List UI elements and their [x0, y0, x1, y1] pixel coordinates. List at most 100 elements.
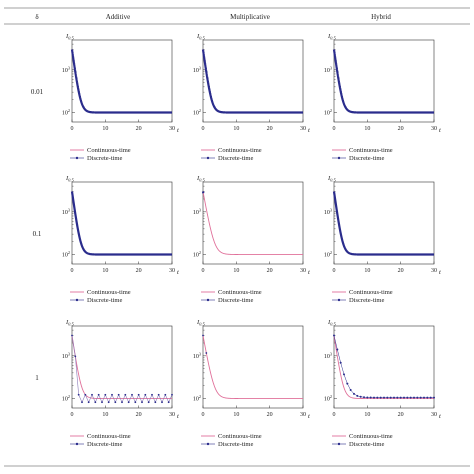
discrete-point — [144, 393, 147, 396]
plot-frame — [202, 181, 304, 265]
continuous-time-line — [202, 49, 303, 113]
x-tick-label: 0 — [333, 268, 336, 274]
plot-frame — [333, 39, 435, 123]
y-tick-label: 103 — [62, 351, 70, 360]
panel-0-01-multiplicative: I0.5 t 0 10 20 30 102 103 Continuous-timeDiscret… — [193, 33, 310, 162]
x-axis-label: t — [308, 269, 310, 276]
discrete-point — [409, 396, 412, 399]
discrete-point — [419, 396, 422, 399]
panel-1-hybrid: I0.5 t 0 10 20 30 102 103 Continuous-timeDiscret… — [324, 319, 441, 448]
discrete-point — [339, 361, 342, 364]
row-label-0-01: 0.01 — [31, 88, 44, 96]
discrete-point — [433, 396, 435, 399]
x-tick-label: 10 — [364, 126, 370, 132]
discrete-point — [399, 396, 402, 399]
discrete-point — [376, 396, 379, 399]
x-tick-label: 20 — [136, 268, 142, 274]
discrete-point — [141, 401, 143, 404]
y-axis-label: I0.5 — [65, 175, 75, 183]
y-tick-label: 103 — [62, 65, 70, 74]
panel-0-1-additive: I0.5 t 0 10 20 30 102 103 Continuous-timeDiscret… — [62, 175, 179, 304]
discrete-point — [147, 401, 150, 404]
x-tick-label: 10 — [364, 412, 370, 418]
discrete-point — [94, 401, 97, 404]
plot-frame — [333, 181, 435, 265]
legend-discrete-marker — [75, 298, 79, 302]
x-tick-label: 10 — [364, 268, 370, 274]
discrete-point — [167, 401, 170, 404]
x-tick-label: 0 — [71, 126, 74, 132]
y-axis-label: I0.5 — [65, 33, 75, 41]
discrete-point — [137, 393, 140, 396]
discrete-time-line — [70, 49, 172, 114]
discrete-point — [164, 393, 167, 396]
discrete-point — [406, 396, 409, 399]
discrete-point — [429, 396, 432, 399]
discrete-point — [154, 401, 157, 404]
discrete-point — [161, 401, 163, 404]
x-tick-label: 0 — [71, 268, 74, 274]
x-tick-label: 0 — [333, 412, 336, 418]
continuous-time-line — [71, 191, 172, 255]
column-header-multiplicative: Multiplicative — [230, 13, 270, 21]
discrete-point — [97, 393, 100, 396]
discrete-time-line — [332, 49, 434, 114]
y-axis-label: I0.5 — [196, 319, 206, 327]
plot-frame — [71, 39, 173, 123]
discrete-point — [111, 393, 113, 396]
discrete-point — [74, 355, 77, 358]
legend-discrete-label: Discrete-time — [218, 441, 253, 448]
discrete-point — [343, 373, 345, 376]
legend-discrete-label: Discrete-time — [349, 155, 384, 162]
x-tick-label: 30 — [300, 126, 306, 132]
legend-discrete-marker — [337, 156, 341, 160]
y-tick-label: 103 — [324, 65, 332, 74]
x-axis-label: t — [439, 269, 441, 276]
discrete-point — [205, 352, 208, 354]
continuous-time-line — [333, 335, 434, 399]
legend-discrete-label: Discrete-time — [87, 297, 122, 304]
discrete-point — [393, 396, 395, 399]
discrete-time-line — [333, 335, 434, 398]
discrete-point — [369, 396, 372, 399]
discrete-point — [134, 401, 137, 404]
panel-grid: I0.5t0 10 20 30102103Continuous-timeDiscret… — [62, 33, 441, 448]
discrete-point — [383, 396, 385, 399]
x-tick-label: 20 — [267, 268, 273, 274]
discrete-point — [363, 396, 365, 399]
row-label-0-1: 0.1 — [33, 230, 42, 238]
y-tick-label: 103 — [324, 207, 332, 216]
discrete-time-line — [201, 49, 303, 114]
x-tick-label: 20 — [136, 126, 142, 132]
discrete-point — [379, 396, 382, 399]
continuous-time-line — [202, 335, 303, 399]
discrete-point — [396, 396, 399, 399]
y-tick-label: 103 — [324, 351, 332, 360]
continuous-time-line — [333, 49, 434, 113]
x-tick-label: 20 — [398, 268, 404, 274]
x-tick-label: 20 — [398, 126, 404, 132]
panel-0-1-hybrid: I0.5 t 0 10 20 30 102 103 Continuous-timeDiscret… — [324, 175, 441, 304]
x-tick-label: 10 — [233, 268, 239, 274]
x-tick-label: 0 — [202, 412, 205, 418]
legend-continuous-label: Continuous-time — [349, 433, 393, 440]
y-tick-label: 103 — [193, 351, 201, 360]
legend-discrete-label: Discrete-time — [87, 155, 122, 162]
x-tick-label: 10 — [233, 126, 239, 132]
plot-frame — [333, 325, 435, 409]
legend-discrete-label: Discrete-time — [218, 155, 253, 162]
x-tick-label: 10 — [233, 412, 239, 418]
panel-1-additive: I0.5 t 0 10 20 30 102 103 Continuous-timeDiscret… — [62, 319, 179, 448]
discrete-time-line — [332, 191, 434, 256]
discrete-point — [157, 393, 160, 396]
x-tick-label: 10 — [102, 126, 108, 132]
column-header-additive: Additive — [106, 13, 131, 21]
column-header-hybrid: Hybrid — [371, 13, 391, 21]
discrete-point — [356, 394, 359, 397]
x-axis-label: t — [177, 413, 179, 420]
discrete-time-line — [70, 191, 172, 256]
legend-continuous-label: Continuous-time — [349, 147, 393, 154]
